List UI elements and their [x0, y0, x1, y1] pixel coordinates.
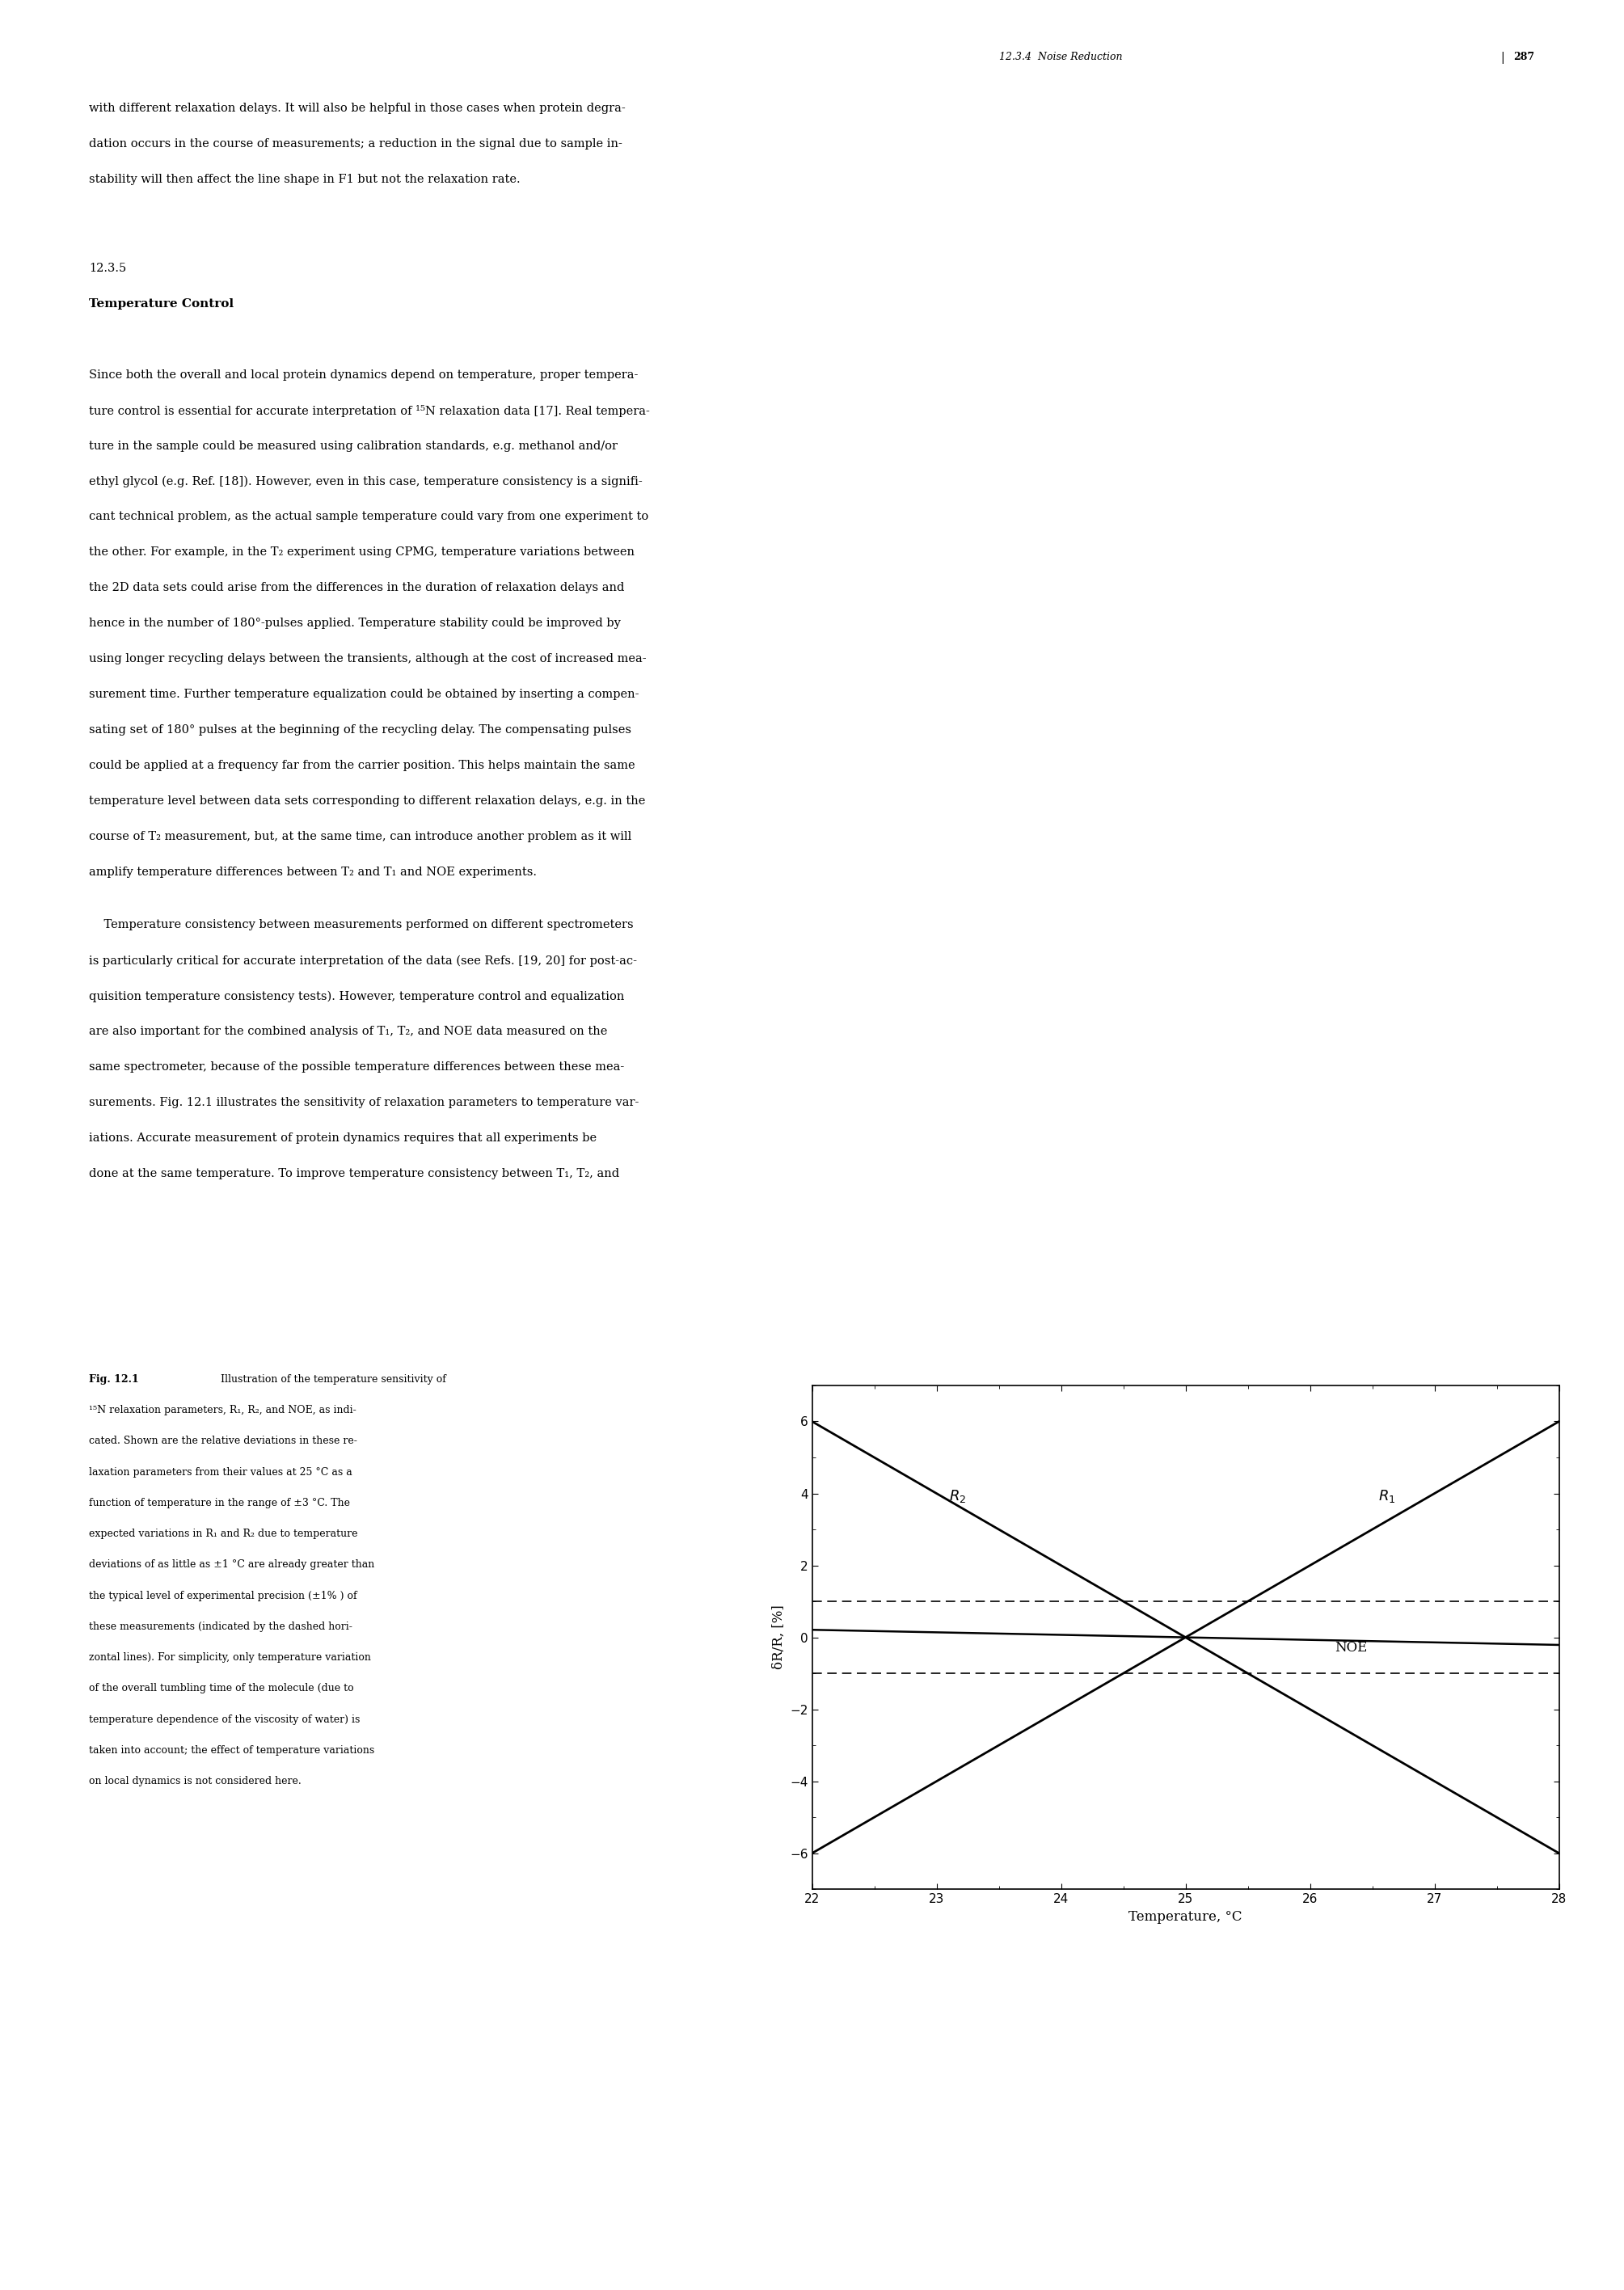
Text: laxation parameters from their values at 25 °C as a: laxation parameters from their values at… [89, 1466, 352, 1477]
Text: on local dynamics is not considered here.: on local dynamics is not considered here… [89, 1777, 302, 1786]
Text: the typical level of experimental precision (±1% ) of: the typical level of experimental precis… [89, 1589, 357, 1601]
Text: Since both the overall and local protein dynamics depend on temperature, proper : Since both the overall and local protein… [89, 369, 638, 380]
Text: 287: 287 [1514, 50, 1535, 62]
Text: taken into account; the effect of temperature variations: taken into account; the effect of temper… [89, 1745, 375, 1756]
Text: cant technical problem, as the actual sample temperature could vary from one exp: cant technical problem, as the actual sa… [89, 511, 650, 522]
Y-axis label: δR/R, [%]: δR/R, [%] [771, 1605, 786, 1669]
Text: zontal lines). For simplicity, only temperature variation: zontal lines). For simplicity, only temp… [89, 1653, 372, 1663]
Text: amplify temperature differences between T₂ and T₁ and NOE experiments.: amplify temperature differences between … [89, 866, 538, 877]
Text: hence in the number of 180°-pulses applied. Temperature stability could be impro: hence in the number of 180°-pulses appli… [89, 618, 620, 630]
Text: surement time. Further temperature equalization could be obtained by inserting a: surement time. Further temperature equal… [89, 689, 640, 701]
Text: |: | [1501, 50, 1504, 64]
X-axis label: Temperature, °C: Temperature, °C [1129, 1910, 1242, 1924]
Text: deviations of as little as ±1 °C are already greater than: deviations of as little as ±1 °C are alr… [89, 1559, 375, 1571]
Text: function of temperature in the range of ±3 °C. The: function of temperature in the range of … [89, 1498, 351, 1509]
Text: $R_1$: $R_1$ [1379, 1488, 1395, 1505]
Text: ¹⁵N relaxation parameters, R₁, R₂, and NOE, as indi-: ¹⁵N relaxation parameters, R₁, R₂, and N… [89, 1404, 357, 1415]
Text: is particularly critical for accurate interpretation of the data (see Refs. [19,: is particularly critical for accurate in… [89, 955, 637, 966]
Text: dation occurs in the course of measurements; a reduction in the signal due to sa: dation occurs in the course of measureme… [89, 137, 622, 149]
Text: expected variations in R₁ and R₂ due to temperature: expected variations in R₁ and R₂ due to … [89, 1530, 359, 1539]
Text: ture control is essential for accurate interpretation of ¹⁵N relaxation data [17: ture control is essential for accurate i… [89, 405, 650, 417]
Text: done at the same temperature. To improve temperature consistency between T₁, T₂,: done at the same temperature. To improve… [89, 1168, 620, 1179]
Text: ethyl glycol (e.g. Ref. [18]). However, even in this case, temperature consisten: ethyl glycol (e.g. Ref. [18]). However, … [89, 476, 643, 488]
Text: ture in the sample could be measured using calibration standards, e.g. methanol : ture in the sample could be measured usi… [89, 440, 619, 451]
Text: the 2D data sets could arise from the differences in the duration of relaxation : the 2D data sets could arise from the di… [89, 582, 625, 593]
Text: Illustration of the temperature sensitivity of: Illustration of the temperature sensitiv… [211, 1374, 447, 1385]
Text: $R_2$: $R_2$ [948, 1488, 966, 1505]
Text: Temperature consistency between measurements performed on different spectrometer: Temperature consistency between measurem… [89, 918, 633, 930]
Text: 12.3.5: 12.3.5 [89, 263, 127, 275]
Text: 12.3.4  Noise Reduction: 12.3.4 Noise Reduction [999, 50, 1122, 62]
Text: the other. For example, in the T₂ experiment using CPMG, temperature variations : the other. For example, in the T₂ experi… [89, 547, 635, 559]
Text: course of T₂ measurement, but, at the same time, can introduce another problem a: course of T₂ measurement, but, at the sa… [89, 831, 632, 843]
Text: cated. Shown are the relative deviations in these re-: cated. Shown are the relative deviations… [89, 1436, 357, 1447]
Text: Fig. 12.1: Fig. 12.1 [89, 1374, 140, 1385]
Text: stability will then affect the line shape in F1 but not the relaxation rate.: stability will then affect the line shap… [89, 174, 521, 185]
Text: iations. Accurate measurement of protein dynamics requires that all experiments : iations. Accurate measurement of protein… [89, 1131, 598, 1143]
Text: could be applied at a frequency far from the carrier position. This helps mainta: could be applied at a frequency far from… [89, 760, 635, 772]
Text: Temperature Control: Temperature Control [89, 298, 234, 309]
Text: surements. Fig. 12.1 illustrates the sensitivity of relaxation parameters to tem: surements. Fig. 12.1 illustrates the sen… [89, 1097, 640, 1108]
Text: temperature dependence of the viscosity of water) is: temperature dependence of the viscosity … [89, 1713, 361, 1724]
Text: of the overall tumbling time of the molecule (due to: of the overall tumbling time of the mole… [89, 1683, 354, 1695]
Text: quisition temperature consistency tests). However, temperature control and equal: quisition temperature consistency tests)… [89, 989, 625, 1003]
Text: temperature level between data sets corresponding to different relaxation delays: temperature level between data sets corr… [89, 795, 646, 806]
Text: these measurements (indicated by the dashed hori-: these measurements (indicated by the das… [89, 1621, 352, 1633]
Text: same spectrometer, because of the possible temperature differences between these: same spectrometer, because of the possib… [89, 1060, 625, 1072]
Text: with different relaxation delays. It will also be helpful in those cases when pr: with different relaxation delays. It wil… [89, 103, 625, 114]
Text: are also important for the combined analysis of T₁, T₂, and NOE data measured on: are also important for the combined anal… [89, 1026, 607, 1037]
Text: sating set of 180° pulses at the beginning of the recycling delay. The compensat: sating set of 180° pulses at the beginni… [89, 724, 632, 735]
Text: using longer recycling delays between the transients, although at the cost of in: using longer recycling delays between th… [89, 653, 646, 664]
Text: NOE: NOE [1335, 1642, 1367, 1656]
